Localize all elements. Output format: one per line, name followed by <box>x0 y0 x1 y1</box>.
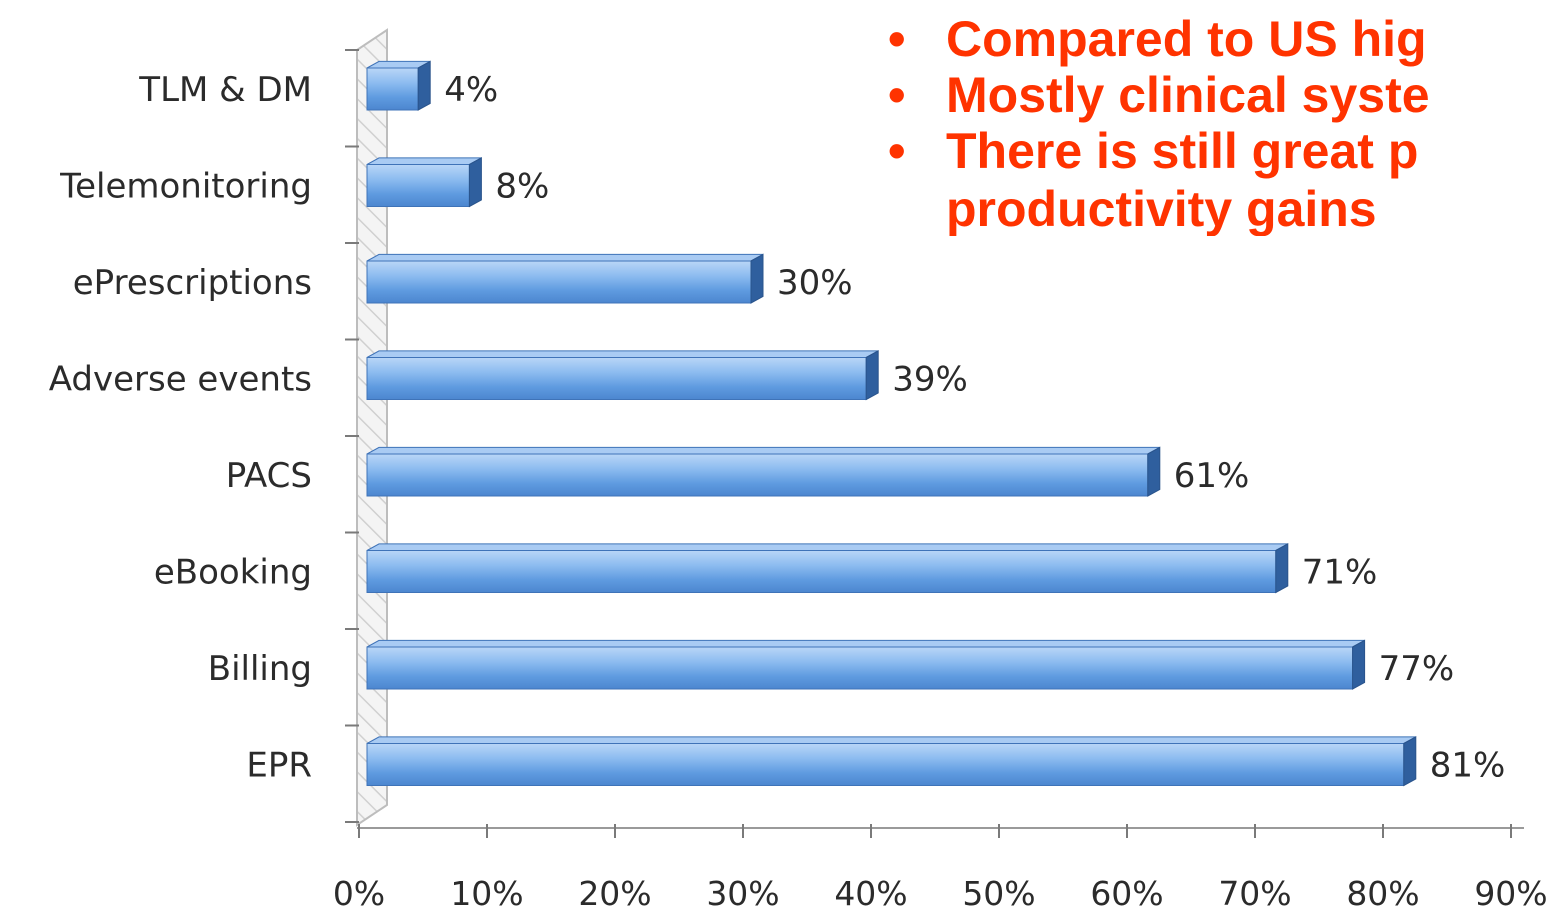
bar-top <box>366 253 764 262</box>
bar-face <box>366 743 1405 786</box>
bullet-text: Compared to US hig <box>946 11 1427 67</box>
bar <box>366 350 879 401</box>
category-label: Adverse events <box>49 360 312 400</box>
bar <box>366 157 482 208</box>
x-axis <box>357 824 1524 838</box>
bar-face <box>366 453 1149 497</box>
bullet-item: • Mostly clinical syste <box>888 66 1551 124</box>
bar-top <box>366 446 1161 455</box>
bullet-list: • Compared to US hig • Mostly clinical s… <box>888 10 1551 236</box>
side-wall-panel <box>356 28 388 827</box>
bar-top <box>366 639 1365 648</box>
bullet-marker: • <box>888 67 906 123</box>
bar-end <box>750 253 764 304</box>
bullet-marker: • <box>888 11 906 67</box>
bullet-item: • There is still great p productivity ga… <box>888 122 1551 236</box>
bar-end <box>865 350 879 401</box>
category-label: TLM & DM <box>138 70 312 110</box>
bullet-marker: • <box>888 123 906 179</box>
labels: 0% 10% 20% 30% 40% 50% 60% 70% 80% 90% 4% TLM & DM 8… <box>49 70 1548 913</box>
x-tick-label: 0% <box>333 874 385 913</box>
x-tick-label: 60% <box>1090 874 1163 913</box>
x-tick-label: 40% <box>834 874 907 913</box>
bars <box>366 60 1417 787</box>
bullet-item: • Compared to US hig <box>888 10 1551 68</box>
x-tick-label: 90% <box>1474 874 1547 913</box>
x-tick-label: 50% <box>962 874 1035 913</box>
bar-top <box>366 543 1289 551</box>
bar-face <box>366 357 867 400</box>
x-tick-label: 30% <box>706 874 779 913</box>
category-label: eBooking <box>154 553 312 593</box>
category-label: Telemonitoring <box>59 167 312 207</box>
bar-end <box>417 60 431 111</box>
bullet-text: There is still great p <box>946 123 1419 179</box>
bar-end <box>1403 736 1417 787</box>
data-label: 4% <box>444 70 498 110</box>
bar-face <box>366 260 752 304</box>
bullet-text: Mostly clinical syste <box>946 67 1430 123</box>
category-label: PACS <box>226 456 312 496</box>
x-tick-label: 20% <box>578 874 651 913</box>
bar <box>366 60 431 111</box>
bar <box>366 543 1289 594</box>
data-label: 71% <box>1302 553 1378 593</box>
data-label: 8% <box>495 167 549 207</box>
bar <box>366 446 1161 497</box>
bar-end <box>1275 543 1289 594</box>
bar <box>366 736 1417 787</box>
bar-end <box>468 157 482 208</box>
x-tick-label: 80% <box>1346 874 1419 913</box>
category-label: EPR <box>246 746 312 786</box>
bar <box>366 639 1366 690</box>
bullet-text-continuation: productivity gains <box>946 181 1377 236</box>
bar-face <box>366 550 1277 593</box>
bar-end <box>1147 446 1161 497</box>
data-label: 30% <box>777 263 853 303</box>
chart-side-wall <box>345 28 388 827</box>
category-label: Billing <box>208 649 312 689</box>
bar-top <box>366 157 482 165</box>
bar <box>366 253 764 304</box>
data-label: 81% <box>1430 746 1506 786</box>
bar-face <box>366 164 470 207</box>
x-tick-label: 10% <box>450 874 523 913</box>
bar-face <box>366 67 419 111</box>
bar-top <box>366 350 879 358</box>
data-label: 39% <box>892 360 968 400</box>
bar-face <box>366 646 1354 690</box>
bar-end <box>1352 639 1366 690</box>
data-label: 61% <box>1174 456 1250 496</box>
category-label: ePrescriptions <box>73 263 312 303</box>
x-tick-label: 70% <box>1218 874 1291 913</box>
bar-top <box>366 736 1417 744</box>
data-label: 77% <box>1379 649 1455 689</box>
